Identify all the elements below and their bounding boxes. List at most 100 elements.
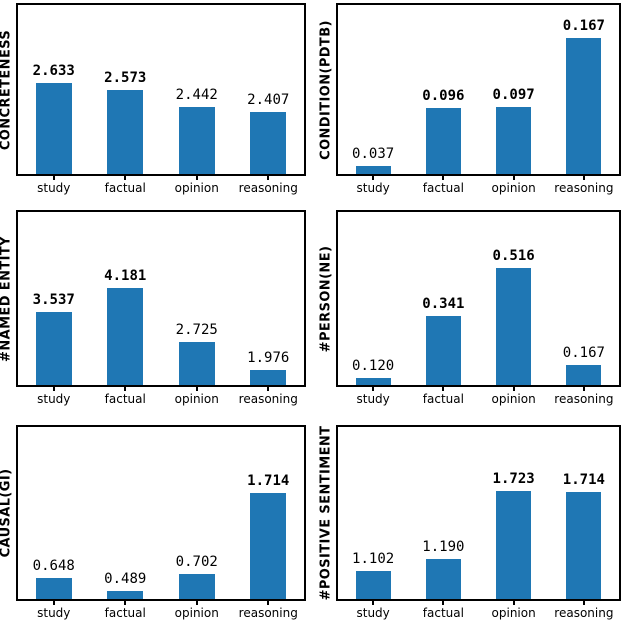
- x-tick-label-factual: factual: [104, 606, 146, 620]
- bar-opinion: [496, 268, 531, 385]
- x-tick-label-reasoning: reasoning: [238, 606, 298, 620]
- x-tick: [442, 176, 445, 180]
- value-label-study: 0.120: [352, 358, 395, 375]
- x-tick: [582, 387, 585, 391]
- bar-opinion: [179, 342, 215, 385]
- x-tick: [52, 601, 55, 605]
- y-axis-label: CONCRETENESS: [0, 29, 14, 150]
- value-label-opinion: 0.097: [492, 87, 535, 104]
- x-tick-label-reasoning: reasoning: [554, 392, 614, 406]
- bar-study: [356, 166, 391, 174]
- value-label-reasoning: 1.714: [247, 473, 290, 490]
- x-tick-label-opinion: opinion: [491, 606, 536, 620]
- bar-opinion: [496, 491, 531, 599]
- x-tick-label-opinion: opinion: [491, 392, 536, 406]
- x-tick: [582, 176, 585, 180]
- x-tick: [195, 601, 198, 605]
- x-tick-label-study: study: [356, 392, 390, 406]
- value-label-reasoning: 1.714: [562, 472, 605, 489]
- axes-concreteness: 2.633 2.573 2.442 2.407: [16, 3, 306, 176]
- axes-causal-gi: 0.648 0.489 0.702 1.714: [16, 425, 306, 601]
- bar-reasoning: [566, 38, 601, 174]
- y-axis-label: CONDITION(PDTB): [318, 19, 334, 160]
- value-label-reasoning: 0.167: [562, 18, 605, 35]
- y-axis-label: #NAMED ENTITY: [0, 235, 14, 362]
- bar-factual: [426, 316, 461, 385]
- x-tick: [512, 387, 515, 391]
- value-label-reasoning: 2.407: [247, 92, 290, 109]
- axes-person-ne: 0.120 0.341 0.516 0.167: [336, 210, 621, 387]
- x-tick: [124, 601, 127, 605]
- axes-condition-pdtb: 0.037 0.096 0.097 0.167: [336, 3, 621, 176]
- x-tick-label-factual: factual: [104, 181, 146, 195]
- x-tick-label-study: study: [356, 181, 390, 195]
- x-tick-label-reasoning: reasoning: [238, 392, 298, 406]
- x-tick: [124, 176, 127, 180]
- x-tick-label-factual: factual: [422, 392, 464, 406]
- x-tick-label-opinion: opinion: [491, 181, 536, 195]
- value-label-opinion: 0.702: [175, 554, 218, 571]
- x-tick-label-study: study: [37, 606, 71, 620]
- x-tick: [52, 176, 55, 180]
- value-label-opinion: 2.442: [175, 87, 218, 104]
- y-axis-label: #PERSON(NE): [318, 245, 334, 352]
- x-tick: [512, 176, 515, 180]
- x-tick: [512, 601, 515, 605]
- x-tick: [372, 601, 375, 605]
- x-tick: [372, 387, 375, 391]
- value-label-study: 0.648: [32, 558, 75, 575]
- x-tick-label-opinion: opinion: [174, 181, 219, 195]
- value-label-study: 2.633: [32, 63, 75, 80]
- value-label-opinion: 2.725: [175, 322, 218, 339]
- bar-opinion: [496, 107, 531, 174]
- bar-factual: [107, 288, 143, 385]
- axes-named-entity: 3.537 4.181 2.725 1.976: [16, 210, 306, 387]
- x-tick-label-reasoning: reasoning: [554, 181, 614, 195]
- x-tick-label-factual: factual: [104, 392, 146, 406]
- value-label-opinion: 1.723: [492, 471, 535, 488]
- bar-factual: [107, 90, 143, 174]
- x-tick: [582, 601, 585, 605]
- value-label-reasoning: 0.167: [562, 345, 605, 362]
- bar-reasoning: [250, 493, 286, 599]
- value-label-reasoning: 1.976: [247, 350, 290, 367]
- value-label-factual: 2.573: [104, 70, 147, 87]
- bar-factual: [426, 108, 461, 174]
- y-axis-label: CAUSAL(GI): [0, 468, 14, 558]
- value-label-factual: 1.190: [422, 539, 465, 556]
- bar-reasoning: [250, 370, 286, 385]
- bar-study: [36, 83, 72, 174]
- bar-reasoning: [250, 112, 286, 174]
- x-tick: [442, 601, 445, 605]
- x-tick-label-study: study: [356, 606, 390, 620]
- bar-study: [36, 312, 72, 385]
- value-label-factual: 0.341: [422, 296, 465, 313]
- x-tick-label-opinion: opinion: [174, 606, 219, 620]
- bar-factual: [426, 559, 461, 599]
- x-tick-label-factual: factual: [422, 181, 464, 195]
- value-label-factual: 0.096: [422, 88, 465, 105]
- bar-opinion: [179, 574, 215, 599]
- x-tick: [267, 387, 270, 391]
- x-tick: [442, 387, 445, 391]
- bar-study: [356, 571, 391, 599]
- y-axis-label: #POSITIVE SENTIMENT: [318, 425, 334, 601]
- x-tick: [267, 176, 270, 180]
- value-label-factual: 0.489: [104, 571, 147, 588]
- bar-opinion: [179, 107, 215, 174]
- value-label-study: 0.037: [352, 146, 395, 163]
- x-tick-label-opinion: opinion: [174, 392, 219, 406]
- x-tick: [124, 387, 127, 391]
- x-tick: [372, 176, 375, 180]
- value-label-factual: 4.181: [104, 268, 147, 285]
- value-label-opinion: 0.516: [492, 248, 535, 265]
- x-tick-label-reasoning: reasoning: [238, 181, 298, 195]
- value-label-study: 3.537: [32, 292, 75, 309]
